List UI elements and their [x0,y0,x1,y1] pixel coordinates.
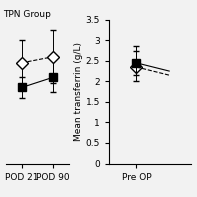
Text: TPN Group: TPN Group [3,10,51,19]
Y-axis label: Mean transferrin (g/L): Mean transferrin (g/L) [74,42,83,141]
